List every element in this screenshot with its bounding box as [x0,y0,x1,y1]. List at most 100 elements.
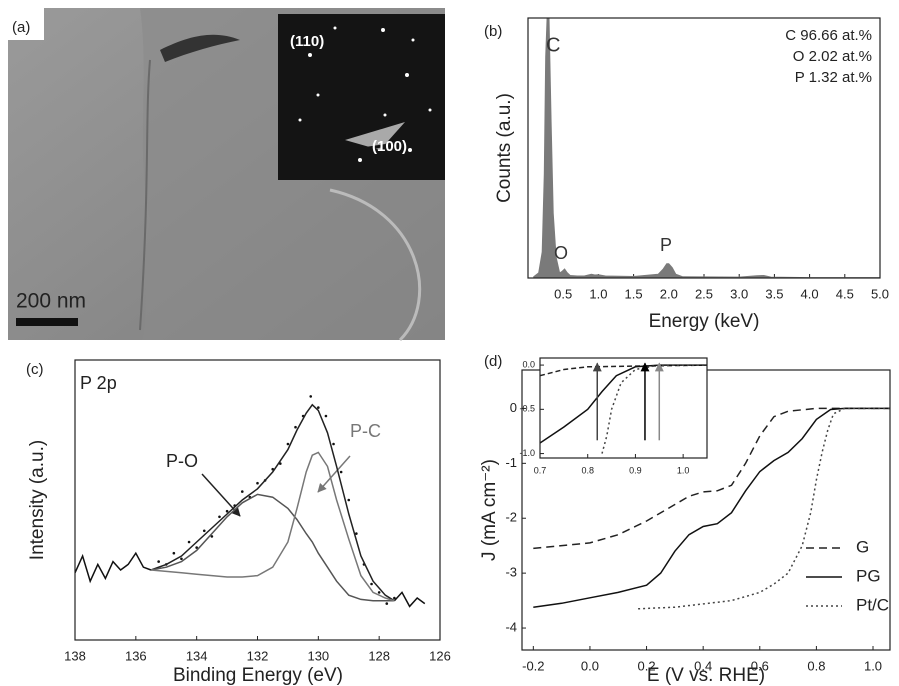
x-tick-label: 4.5 [836,286,854,301]
x-tick-label: 136 [125,648,147,663]
edge [139,59,151,331]
beam-stop [345,140,412,155]
x-tick-label: 2.0 [660,286,678,301]
plot-frame [539,357,708,459]
legend-label: G [856,537,869,556]
scale-bar [16,318,78,326]
data-point [286,442,290,446]
spot-label: (110) [290,33,324,50]
series-line [150,493,395,602]
x-tick-label: 134 [186,648,208,663]
annotation: C [546,34,560,56]
y-tick-label: 0.0 [522,359,535,369]
x-tick-label: 0.9 [629,465,642,475]
data-point [309,395,313,398]
data-point [324,414,328,418]
data-point [218,515,221,519]
x-axis-title: E (V vs. RHE) [647,665,765,686]
x-tick-label: 0.6 [751,658,769,673]
x-tick-label: 3.0 [730,286,748,301]
legend-label: Pt/C [856,595,889,614]
x-tick-label: 1.0 [677,465,690,475]
data-point [385,602,389,605]
plot-area [75,395,426,608]
series-line [150,403,395,602]
data-point [240,490,244,493]
x-tick-label: 0.0 [581,658,599,673]
data-point [294,425,297,429]
x-tick-label: 128 [368,648,390,663]
x-tick-label: 138 [64,648,86,663]
x-tick-label: 3.5 [765,286,783,301]
tem-image: (a) (110) (100) 200 nm [8,8,445,342]
data-point [202,529,206,533]
data-point [393,596,396,600]
spot-label: (100) [372,138,407,155]
data-point [332,442,335,446]
chart: 0.7 0.8 0.9 1.0 0.0 -0.5 -1.0 [519,357,708,475]
y-axis-title: J (mA cm⁻²) [479,459,500,561]
data-point [157,560,160,563]
x-tick-label: 126 [429,648,451,663]
scale-bar-label: 200 nm [16,290,86,313]
plot-area [533,18,880,278]
x-tick-label: 1.0 [864,658,882,673]
data-point [339,470,343,474]
series-line [533,407,890,550]
x-tick-label: 1.0 [589,286,607,301]
x-tick-label: 132 [247,648,269,663]
y-tick-label: -1 [505,455,517,470]
y-axis-title: Intensity (a.u.) [27,440,48,560]
data-point [370,582,373,586]
plot-frame [74,359,441,641]
fold [160,34,240,62]
annotation: P 2p [80,373,117,393]
y-tick-label: -4 [505,619,517,634]
saed-inset [278,14,445,180]
inset-bg [540,358,707,458]
plot-area [533,407,890,610]
spectrum-area [533,18,880,278]
data-point [195,546,198,549]
edge [329,188,422,342]
data-point [317,406,320,409]
annotation: P [660,235,672,255]
beam-stop [345,122,405,150]
panel-label: (d) [484,353,502,370]
chart: -0.2 0.0 0.2 0.4 0.6 0.8 1.0 0 -1 -2 -3 -4 (d) E (V v… [479,353,891,686]
x-tick-label: 0.4 [694,658,712,673]
x-tick-label: 0.2 [638,658,656,673]
xps-arrows [201,455,351,517]
label-bg [8,8,44,40]
annotation: C 96.66 at.% [785,27,872,44]
y-axis-title: Counts (a.u.) [494,93,515,203]
x-tick-label: 0.7 [534,465,547,475]
y-tick-label: -0.5 [519,404,535,414]
annotation: O 2.02 at.% [793,48,872,65]
annotation: O [554,243,568,263]
series-line [150,451,395,602]
y-tick-label: -2 [505,510,517,525]
series-line [533,407,890,608]
x-tick-label: -0.2 [522,658,544,673]
x-tick-label: 130 [307,648,329,663]
panel-label: (a) [12,19,30,36]
x-tick-label: 2.5 [695,286,713,301]
chart: 138 136 134 132 130 128 126 (c) Binding Energy (… [26,359,451,686]
data-point [172,551,176,555]
data-point [256,481,259,485]
x-tick-label: 0.5 [554,286,572,301]
annotation: P-O [166,451,198,471]
y-tick-label: 0 [510,400,517,415]
plot-frame [527,17,881,279]
data-point [225,509,229,513]
chart: 0.5 1.0 1.5 2.0 2.5 3.0 3.5 4.0 4.5 5.0 (b) Energy … [484,17,889,332]
panel-label: (b) [484,23,502,40]
y-tick-label: -1.0 [519,448,535,458]
annotation: P 1.32 at.% [795,69,872,86]
x-tick-label: 0.8 [581,465,594,475]
spots [298,26,432,162]
data-point [180,557,183,561]
x-tick-label: 1.5 [625,286,643,301]
